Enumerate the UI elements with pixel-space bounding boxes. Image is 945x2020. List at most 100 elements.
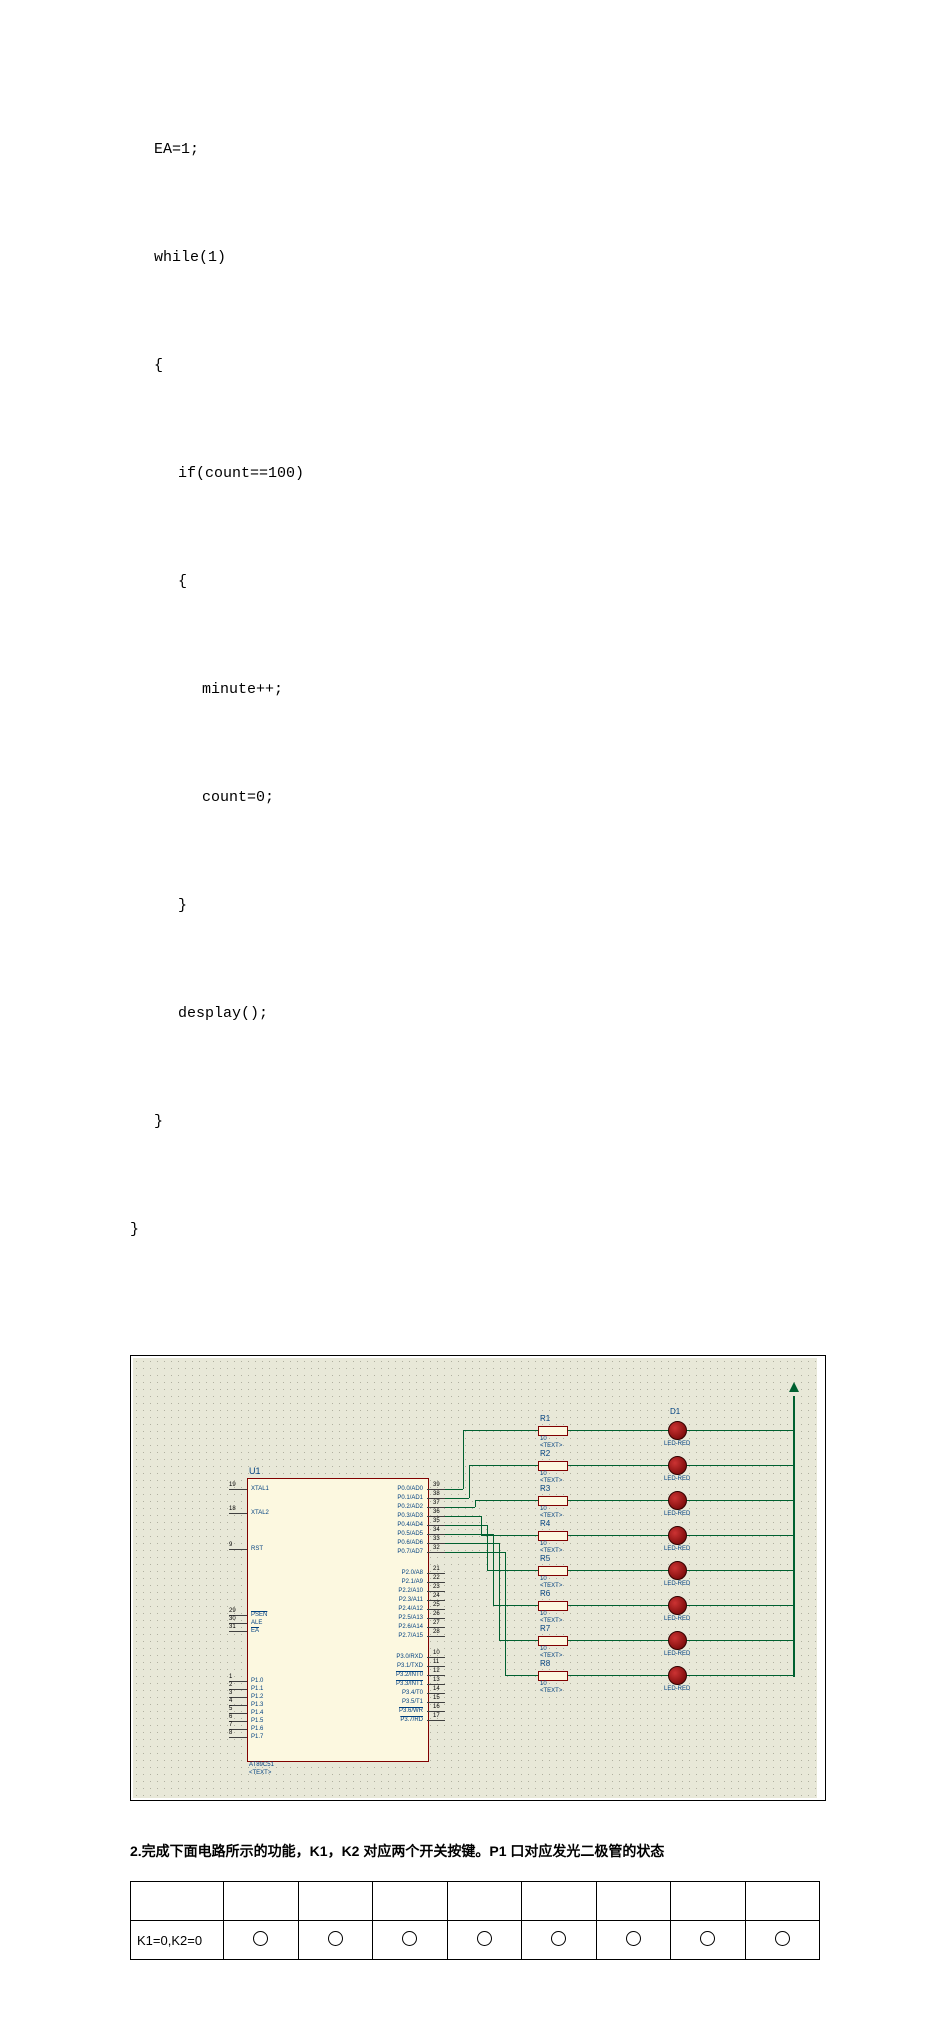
- circle-icon: [328, 1931, 343, 1946]
- pin-label: P3.2/INT0: [379, 1672, 423, 1678]
- code-line: while(1): [130, 240, 815, 276]
- wire: [568, 1570, 668, 1571]
- wire: [445, 1543, 499, 1544]
- pin-stub: [427, 1498, 445, 1499]
- pin-label: EA: [251, 1628, 259, 1634]
- circle-icon: [700, 1931, 715, 1946]
- circle-icon: [551, 1931, 566, 1946]
- pin-stub: [229, 1549, 247, 1550]
- wire: [463, 1430, 538, 1431]
- code-line: desplay();: [130, 996, 815, 1032]
- table-header-row: [131, 1882, 820, 1921]
- state-cell: [224, 1921, 299, 1960]
- wire: [568, 1465, 668, 1466]
- state-cell: [298, 1921, 373, 1960]
- pin-label: P0.7/AD7: [379, 1549, 423, 1555]
- pin-label: P1.2: [251, 1694, 263, 1700]
- table-header: [298, 1882, 373, 1921]
- pin-label: PSEN: [251, 1612, 267, 1618]
- code-line: minute++;: [130, 672, 815, 708]
- pin-label: P1.4: [251, 1710, 263, 1716]
- wire: [481, 1535, 538, 1536]
- pin-stub: [427, 1573, 445, 1574]
- pin-number: 13: [433, 1677, 440, 1683]
- code-line: }: [130, 1212, 815, 1248]
- resistor-value: 10: [540, 1646, 547, 1652]
- pin-number: 6: [229, 1714, 232, 1720]
- resistor-ref: R5: [540, 1554, 550, 1563]
- pin-number: 24: [433, 1593, 440, 1599]
- wire: [687, 1570, 793, 1571]
- pin-number: 31: [229, 1624, 236, 1630]
- circle-icon: [775, 1931, 790, 1946]
- pin-number: 35: [433, 1518, 440, 1524]
- wire: [687, 1465, 793, 1466]
- pin-label: P0.3/AD3: [379, 1513, 423, 1519]
- pin-label: P3.3/INT1: [379, 1681, 423, 1687]
- pin-number: 14: [433, 1686, 440, 1692]
- led-part: LED-RED: [664, 1441, 690, 1447]
- led-icon: [668, 1526, 687, 1545]
- resistor-value: 10: [540, 1611, 547, 1617]
- pin-label: P2.6/A14: [379, 1624, 423, 1630]
- wire: [687, 1605, 793, 1606]
- wire: [445, 1516, 481, 1517]
- led-icon: [668, 1596, 687, 1615]
- pin-stub: [427, 1627, 445, 1628]
- pin-number: 9: [229, 1542, 232, 1548]
- pin-stub: [427, 1636, 445, 1637]
- circle-icon: [253, 1931, 268, 1946]
- circle-icon: [477, 1931, 492, 1946]
- pin-label: P3.1/TXD: [379, 1663, 423, 1669]
- pin-label: P3.4/T0: [379, 1690, 423, 1696]
- power-bus: [793, 1396, 795, 1677]
- resistor-value: 10: [540, 1471, 547, 1477]
- pin-number: 18: [229, 1506, 236, 1512]
- pin-number: 7: [229, 1722, 232, 1728]
- pin-number: 30: [229, 1616, 236, 1622]
- wire: [687, 1640, 793, 1641]
- pin-stub: [427, 1516, 445, 1517]
- table-row: K1=0,K2=0: [131, 1921, 820, 1960]
- state-cell: [671, 1921, 746, 1960]
- pin-label: P1.6: [251, 1726, 263, 1732]
- pin-label: P2.1/A9: [379, 1579, 423, 1585]
- resistor-value: 10: [540, 1541, 547, 1547]
- wire: [445, 1498, 469, 1499]
- resistor: [538, 1461, 568, 1471]
- state-cell: [522, 1921, 597, 1960]
- table-header: [131, 1882, 224, 1921]
- wire: [469, 1465, 470, 1498]
- wire: [475, 1500, 538, 1501]
- code-block: EA=1; while(1) { if(count==100) { minute…: [130, 60, 815, 1320]
- wire: [487, 1525, 488, 1570]
- pin-label: P2.7/A15: [379, 1633, 423, 1639]
- state-cell: [745, 1921, 820, 1960]
- pin-label: P0.4/AD4: [379, 1522, 423, 1528]
- pin-label: P1.3: [251, 1702, 263, 1708]
- pin-number: 16: [433, 1704, 440, 1710]
- pin-stub: [427, 1675, 445, 1676]
- pin-label: P0.5/AD5: [379, 1531, 423, 1537]
- pin-stub: [229, 1513, 247, 1514]
- led-icon: [668, 1666, 687, 1685]
- pin-label: P3.7/RD: [379, 1717, 423, 1723]
- resistor-ref: R8: [540, 1659, 550, 1668]
- resistor: [538, 1566, 568, 1576]
- led-icon: [668, 1561, 687, 1580]
- resistor-value: 10: [540, 1576, 547, 1582]
- wire: [687, 1675, 793, 1676]
- pin-stub: [427, 1657, 445, 1658]
- wire: [687, 1430, 793, 1431]
- pin-stub: [427, 1534, 445, 1535]
- pin-number: 33: [433, 1536, 440, 1542]
- resistor-ref: R3: [540, 1484, 550, 1493]
- pin-stub: [229, 1489, 247, 1490]
- pin-number: 15: [433, 1695, 440, 1701]
- truth-table: K1=0,K2=0: [130, 1881, 820, 1960]
- state-cell: [373, 1921, 448, 1960]
- power-arrow-icon: [789, 1382, 799, 1392]
- pin-label: P0.1/AD1: [379, 1495, 423, 1501]
- pin-number: 29: [229, 1608, 236, 1614]
- chip-subtext: <TEXT>: [249, 1770, 271, 1776]
